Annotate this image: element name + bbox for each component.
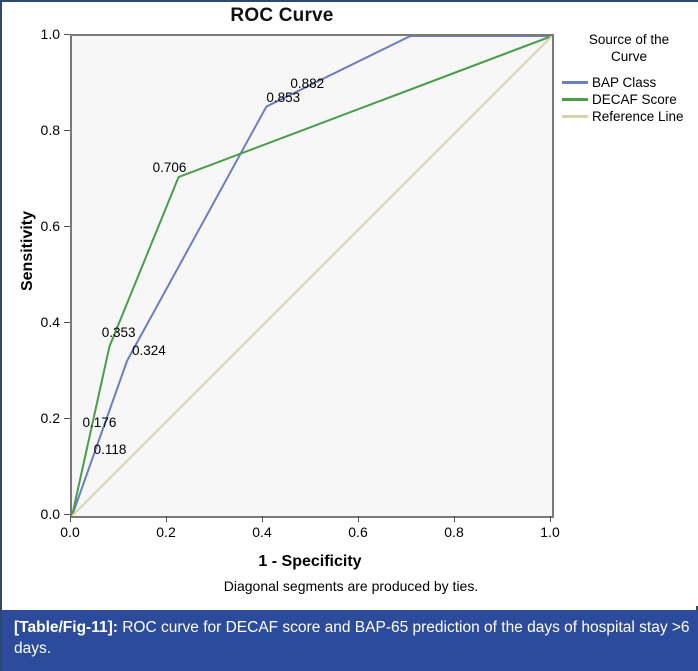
y-tick	[64, 418, 70, 419]
data-point-label: 0.882	[290, 75, 325, 91]
caption-tag: [Table/Fig-11]:	[14, 619, 118, 636]
caption-bar: [Table/Fig-11]: ROC curve for DECAF scor…	[2, 610, 698, 671]
x-tick	[262, 516, 263, 522]
x-tick-label: 0.8	[444, 524, 464, 540]
series-line	[72, 36, 552, 516]
legend-entry[interactable]: BAP Class	[562, 75, 696, 90]
data-point-label: 0.853	[266, 89, 301, 105]
y-tick-label: 0.2	[40, 410, 60, 426]
y-tick	[64, 322, 70, 323]
x-tick-label: 0.2	[156, 524, 176, 540]
legend-title-line2: Curve	[610, 48, 647, 64]
x-tick	[454, 516, 455, 522]
legend-color-swatch	[562, 114, 588, 118]
legend-entry[interactable]: DECAF Score	[562, 92, 696, 107]
legend-entry[interactable]: Reference Line	[562, 109, 696, 124]
caption-text: [Table/Fig-11]: ROC curve for DECAF scor…	[14, 618, 690, 660]
caption-body: ROC curve for DECAF score and BAP-65 pre…	[14, 619, 690, 657]
y-tick-label: 0.6	[40, 218, 60, 234]
y-axis-title: Sensitivity	[19, 210, 36, 292]
roc-curves-svg	[72, 36, 552, 516]
legend-entries: BAP Class DECAF Score Reference Line	[562, 75, 696, 124]
plot-frame: 0.118 0.324 0.853 0.176 0.353 0.706 0.882	[70, 34, 554, 518]
data-point-label: 0.118	[93, 442, 127, 458]
y-tick	[64, 130, 70, 131]
y-tick	[64, 514, 70, 515]
data-point-label: 0.353	[101, 325, 136, 341]
y-tick	[64, 226, 70, 227]
legend-label: Reference Line	[592, 108, 684, 124]
data-point-label: 0.706	[152, 160, 187, 176]
chart-area: ROC Curve 0.118 0.324 0.853 0.176 0.353 0.706…	[2, 2, 698, 606]
x-axis-title: 1 - Specificity	[258, 553, 362, 570]
x-tick-label: 1.0	[540, 524, 560, 540]
x-tick	[358, 516, 359, 522]
legend-color-swatch	[562, 80, 588, 84]
x-tick-label: 0.0	[60, 524, 80, 540]
x-tick-label: 0.6	[348, 524, 368, 540]
series-line	[72, 36, 552, 516]
series-group	[72, 36, 552, 516]
x-tick-label: 0.4	[252, 524, 272, 540]
chart-title: ROC Curve	[230, 5, 334, 26]
data-point-label: 0.176	[82, 414, 117, 430]
x-tick	[166, 516, 167, 522]
legend-label: BAP Class	[592, 74, 657, 90]
legend-title-line1: Source of the	[588, 32, 670, 47]
legend-title: Source of the Curve	[562, 32, 696, 66]
y-tick-label: 0.8	[40, 122, 60, 138]
y-tick-label: 0.4	[40, 314, 60, 330]
legend: Source of the Curve BAP Class DECAF Score…	[562, 32, 696, 126]
series-line	[72, 36, 552, 516]
y-tick-label: 0.0	[40, 506, 60, 522]
legend-label: DECAF Score	[592, 91, 677, 107]
chart-footnote: Diagonal segments are produced by ties.	[223, 578, 479, 594]
x-tick	[70, 516, 71, 522]
legend-color-swatch	[562, 97, 588, 101]
y-tick-label: 1.0	[40, 26, 60, 42]
y-tick	[64, 34, 70, 35]
data-point-label: 0.324	[132, 343, 166, 359]
x-tick	[550, 516, 551, 522]
